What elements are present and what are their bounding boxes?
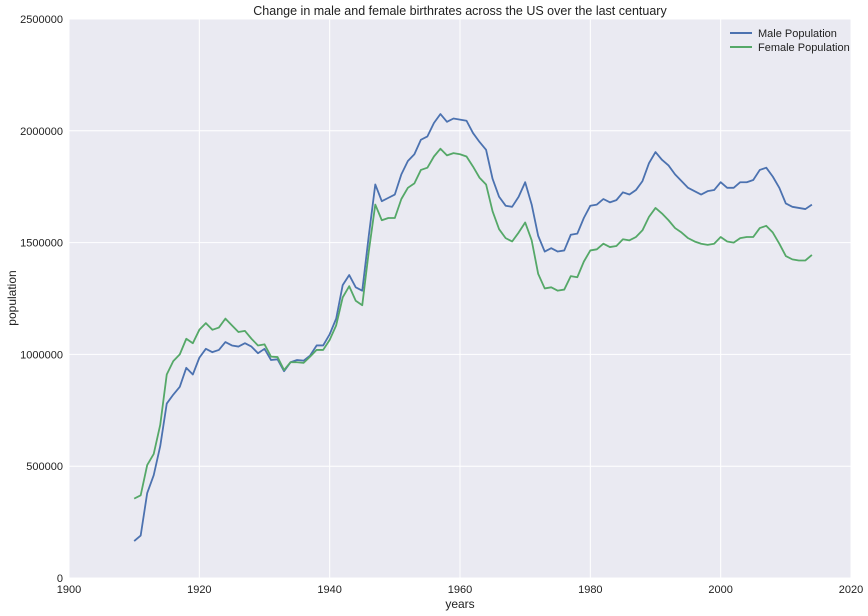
female-population-line [133, 147, 813, 500]
x-tick-label: 1940 [317, 584, 341, 596]
legend-label-male: Male Population [758, 28, 837, 40]
series-lines [133, 113, 813, 542]
tick-labels: 1900 1920 1940 1960 1980 2000 2020 0 500000 10000… [20, 14, 863, 596]
y-tick-label: 1500000 [20, 238, 63, 250]
x-tick-label: 1960 [448, 584, 472, 596]
x-tick-label: 2020 [839, 584, 863, 596]
chart-title: Change in male and female birthrates acr… [253, 4, 667, 18]
grid-lines [68, 18, 852, 579]
x-tick-label: 2000 [708, 584, 732, 596]
legend-label-female: Female Population [758, 42, 850, 54]
y-tick-label: 0 [57, 573, 63, 585]
x-tick-label: 1920 [187, 584, 211, 596]
legend-background [724, 24, 848, 60]
y-tick-label: 500000 [26, 461, 63, 473]
y-tick-label: 2000000 [20, 126, 63, 138]
x-tick-label: 1900 [57, 584, 81, 596]
x-tick-label: 1980 [578, 584, 602, 596]
y-tick-label: 2500000 [20, 14, 63, 26]
y-axis-label: population [5, 270, 19, 325]
x-axis-label: years [445, 597, 474, 611]
y-tick-label: 1000000 [20, 349, 63, 361]
male-population-line [133, 113, 813, 542]
legend: Male Population Female Population [724, 24, 850, 60]
